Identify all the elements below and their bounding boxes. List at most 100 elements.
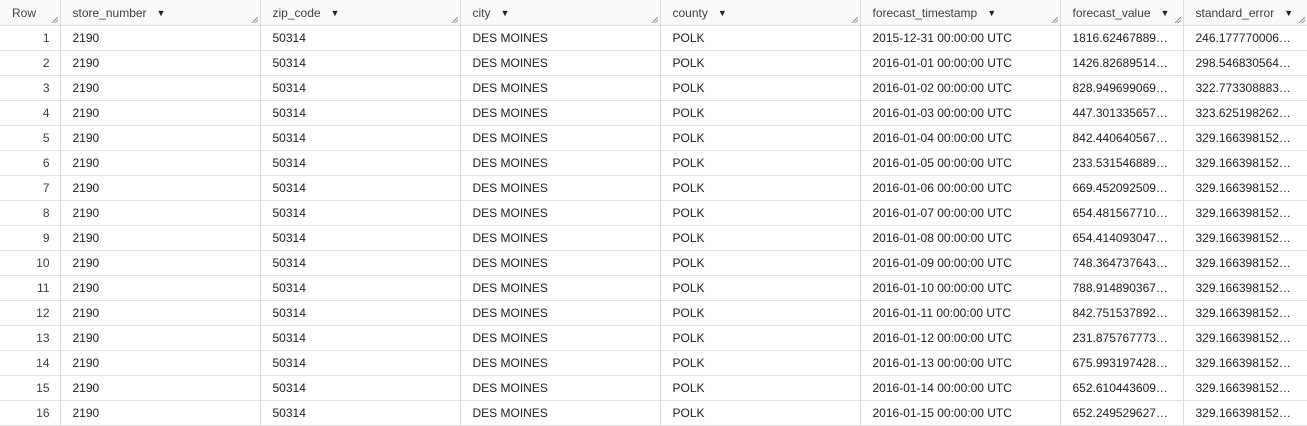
cell-store-number[interactable]: 2190 xyxy=(60,150,261,176)
cell-zip-code[interactable]: 50314 xyxy=(260,150,461,176)
cell-forecast-timestamp[interactable]: 2016-01-11 00:00:00 UTC xyxy=(860,300,1061,326)
cell-forecast-value[interactable]: 447.3013356571… xyxy=(1060,100,1184,126)
cell-forecast-timestamp[interactable]: 2016-01-05 00:00:00 UTC xyxy=(860,150,1061,176)
cell-standard-error[interactable]: 298.5468305640… xyxy=(1183,50,1307,76)
cell-store-number[interactable]: 2190 xyxy=(60,25,261,51)
cell-county[interactable]: POLK xyxy=(660,25,861,51)
cell-county[interactable]: POLK xyxy=(660,350,861,376)
cell-forecast-timestamp[interactable]: 2016-01-10 00:00:00 UTC xyxy=(860,275,1061,301)
cell-zip-code[interactable]: 50314 xyxy=(260,175,461,201)
cell-forecast-timestamp[interactable]: 2016-01-13 00:00:00 UTC xyxy=(860,350,1061,376)
cell-county[interactable]: POLK xyxy=(660,250,861,276)
column-header-store-number[interactable]: store_number ▼ xyxy=(60,0,261,26)
cell-county[interactable]: POLK xyxy=(660,75,861,101)
column-resize-handle[interactable] xyxy=(851,17,858,23)
column-resize-handle[interactable] xyxy=(51,17,58,23)
cell-standard-error[interactable]: 329.1663981526… xyxy=(1183,300,1307,326)
cell-forecast-value[interactable]: 842.7515378923… xyxy=(1060,300,1184,326)
cell-store-number[interactable]: 2190 xyxy=(60,75,261,101)
cell-store-number[interactable]: 2190 xyxy=(60,250,261,276)
cell-forecast-timestamp[interactable]: 2016-01-02 00:00:00 UTC xyxy=(860,75,1061,101)
cell-forecast-timestamp[interactable]: 2016-01-14 00:00:00 UTC xyxy=(860,375,1061,401)
cell-forecast-timestamp[interactable]: 2016-01-01 00:00:00 UTC xyxy=(860,50,1061,76)
cell-forecast-value[interactable]: 1816.624678895… xyxy=(1060,25,1184,51)
sort-dropdown-icon[interactable]: ▼ xyxy=(330,7,340,18)
cell-forecast-timestamp[interactable]: 2015-12-31 00:00:00 UTC xyxy=(860,25,1061,51)
cell-forecast-value[interactable]: 842.4406405674… xyxy=(1060,125,1184,151)
cell-standard-error[interactable]: 322.7733088831… xyxy=(1183,75,1307,101)
cell-zip-code[interactable]: 50314 xyxy=(260,100,461,126)
cell-county[interactable]: POLK xyxy=(660,175,861,201)
sort-dropdown-icon[interactable]: ▼ xyxy=(500,7,510,18)
cell-city[interactable]: DES MOINES xyxy=(460,75,661,101)
cell-forecast-value[interactable]: 788.9148903678… xyxy=(1060,275,1184,301)
column-resize-handle[interactable] xyxy=(651,17,658,23)
cell-county[interactable]: POLK xyxy=(660,325,861,351)
cell-county[interactable]: POLK xyxy=(660,275,861,301)
cell-forecast-value[interactable]: 828.9496990690… xyxy=(1060,75,1184,101)
cell-standard-error[interactable]: 329.1663981526… xyxy=(1183,400,1307,426)
cell-forecast-value[interactable]: 654.4815677107… xyxy=(1060,200,1184,226)
cell-zip-code[interactable]: 50314 xyxy=(260,225,461,251)
cell-store-number[interactable]: 2190 xyxy=(60,175,261,201)
cell-forecast-timestamp[interactable]: 2016-01-12 00:00:00 UTC xyxy=(860,325,1061,351)
column-header-forecast-value[interactable]: forecast_value ▼ xyxy=(1060,0,1184,26)
cell-zip-code[interactable]: 50314 xyxy=(260,300,461,326)
cell-city[interactable]: DES MOINES xyxy=(460,225,661,251)
cell-store-number[interactable]: 2190 xyxy=(60,300,261,326)
cell-forecast-timestamp[interactable]: 2016-01-08 00:00:00 UTC xyxy=(860,225,1061,251)
cell-city[interactable]: DES MOINES xyxy=(460,175,661,201)
cell-city[interactable]: DES MOINES xyxy=(460,400,661,426)
cell-forecast-value[interactable]: 652.6104436093… xyxy=(1060,375,1184,401)
cell-store-number[interactable]: 2190 xyxy=(60,50,261,76)
cell-zip-code[interactable]: 50314 xyxy=(260,75,461,101)
cell-county[interactable]: POLK xyxy=(660,400,861,426)
cell-zip-code[interactable]: 50314 xyxy=(260,350,461,376)
cell-standard-error[interactable]: 329.1663981526… xyxy=(1183,150,1307,176)
cell-forecast-value[interactable]: 675.9931974287… xyxy=(1060,350,1184,376)
cell-city[interactable]: DES MOINES xyxy=(460,300,661,326)
column-resize-handle[interactable] xyxy=(1298,17,1305,23)
cell-zip-code[interactable]: 50314 xyxy=(260,275,461,301)
cell-city[interactable]: DES MOINES xyxy=(460,275,661,301)
cell-zip-code[interactable]: 50314 xyxy=(260,25,461,51)
column-resize-handle[interactable] xyxy=(251,17,258,23)
cell-forecast-value[interactable]: 231.8757677732… xyxy=(1060,325,1184,351)
column-resize-handle[interactable] xyxy=(451,17,458,23)
cell-forecast-timestamp[interactable]: 2016-01-15 00:00:00 UTC xyxy=(860,400,1061,426)
cell-city[interactable]: DES MOINES xyxy=(460,150,661,176)
cell-standard-error[interactable]: 329.1663981526… xyxy=(1183,175,1307,201)
sort-dropdown-icon[interactable]: ▼ xyxy=(1160,7,1170,18)
cell-city[interactable]: DES MOINES xyxy=(460,375,661,401)
cell-city[interactable]: DES MOINES xyxy=(460,25,661,51)
cell-store-number[interactable]: 2190 xyxy=(60,200,261,226)
column-resize-handle[interactable] xyxy=(1051,17,1058,23)
cell-standard-error[interactable]: 329.1663981526… xyxy=(1183,250,1307,276)
sort-dropdown-icon[interactable]: ▼ xyxy=(156,7,166,18)
cell-zip-code[interactable]: 50314 xyxy=(260,400,461,426)
cell-zip-code[interactable]: 50314 xyxy=(260,325,461,351)
cell-county[interactable]: POLK xyxy=(660,50,861,76)
cell-forecast-value[interactable]: 748.3647376430… xyxy=(1060,250,1184,276)
cell-standard-error[interactable]: 329.1663981526… xyxy=(1183,200,1307,226)
cell-county[interactable]: POLK xyxy=(660,225,861,251)
cell-store-number[interactable]: 2190 xyxy=(60,125,261,151)
cell-city[interactable]: DES MOINES xyxy=(460,325,661,351)
cell-zip-code[interactable]: 50314 xyxy=(260,50,461,76)
cell-city[interactable]: DES MOINES xyxy=(460,250,661,276)
cell-forecast-value[interactable]: 1426.826895143… xyxy=(1060,50,1184,76)
column-header-row[interactable]: Row xyxy=(0,0,61,26)
cell-store-number[interactable]: 2190 xyxy=(60,375,261,401)
cell-standard-error[interactable]: 323.6251982620… xyxy=(1183,100,1307,126)
sort-dropdown-icon[interactable]: ▼ xyxy=(987,7,997,18)
cell-city[interactable]: DES MOINES xyxy=(460,50,661,76)
cell-county[interactable]: POLK xyxy=(660,150,861,176)
cell-zip-code[interactable]: 50314 xyxy=(260,250,461,276)
cell-county[interactable]: POLK xyxy=(660,125,861,151)
cell-forecast-value[interactable]: 654.4140930470… xyxy=(1060,225,1184,251)
cell-standard-error[interactable]: 329.1663981526… xyxy=(1183,325,1307,351)
cell-zip-code[interactable]: 50314 xyxy=(260,375,461,401)
cell-store-number[interactable]: 2190 xyxy=(60,325,261,351)
cell-store-number[interactable]: 2190 xyxy=(60,350,261,376)
cell-forecast-value[interactable]: 669.4520925091… xyxy=(1060,175,1184,201)
